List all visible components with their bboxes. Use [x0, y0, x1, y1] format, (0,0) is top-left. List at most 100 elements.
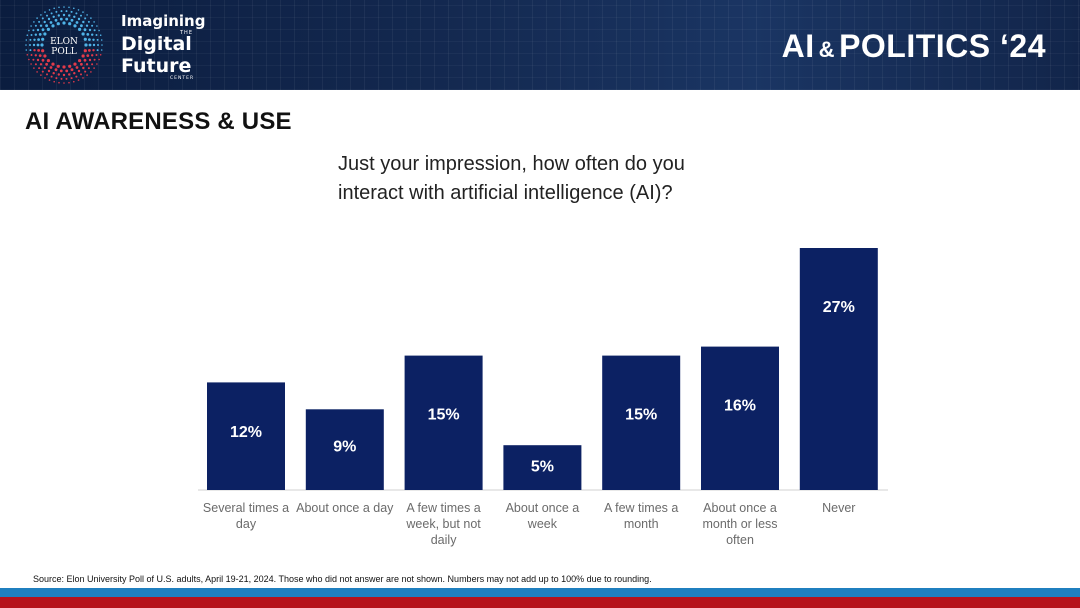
logo-dot [70, 10, 73, 13]
logo-dot [65, 17, 69, 21]
logo-dot [30, 54, 33, 56]
header-texture [0, 0, 1080, 90]
logo-dot [32, 58, 35, 61]
logo-dot [68, 81, 70, 84]
logo-dot [77, 69, 81, 73]
data-label: 16% [724, 398, 756, 415]
category-label: Several times a [203, 501, 289, 515]
logo-dot [84, 17, 87, 20]
logo-dot [83, 37, 87, 41]
bar [602, 355, 681, 490]
logo-dot [92, 38, 95, 41]
logo-dot [43, 32, 47, 36]
logo-dot [28, 29, 30, 32]
logo-dot [45, 62, 48, 66]
logo-dot [88, 49, 91, 52]
elon-poll-logo: ELON POLL [25, 6, 103, 84]
logo-dot [38, 67, 41, 70]
logo-dot [37, 49, 40, 52]
logo-dot [41, 17, 44, 20]
logo-dot [91, 24, 94, 27]
logo-dot [80, 24, 83, 28]
logo-dot [38, 20, 41, 23]
deck-title-amp: & [818, 37, 836, 62]
logo-dot [44, 77, 46, 79]
logo-dot [95, 54, 98, 56]
logo-dot [81, 32, 85, 36]
logo-dot [29, 49, 32, 52]
brand-imagining: Imagining [121, 12, 206, 30]
logo-dot [78, 59, 82, 63]
logo-dot [30, 63, 32, 65]
logo-dot [93, 29, 96, 32]
footer-stripe-blue [0, 588, 1080, 597]
logo-dot [87, 20, 90, 23]
logo-dot [33, 49, 36, 52]
logo-dot [33, 21, 35, 23]
logo-dot [91, 54, 94, 57]
logo-dot [39, 63, 43, 66]
data-label: 12% [230, 424, 262, 441]
logo-dot [99, 54, 102, 56]
logo-dot [55, 77, 58, 80]
logo-dot [53, 7, 55, 10]
logo-dot [54, 18, 58, 22]
logo-dot [36, 17, 38, 19]
logo-dot [33, 38, 36, 41]
category-label: daily [431, 533, 457, 547]
logo-text-elon: ELON [50, 37, 78, 47]
data-label: 27% [823, 299, 855, 316]
logo-dot [96, 63, 98, 65]
chart-title-line-2: interact with artificial intelligence (A… [338, 182, 673, 204]
logo-dot [62, 65, 66, 69]
logo-dot [96, 49, 99, 52]
logo-dot [96, 38, 99, 41]
logo-dot [33, 67, 35, 69]
bar [207, 382, 285, 490]
logo-dot [41, 28, 45, 32]
deck-title-ai: AI [781, 28, 815, 64]
logo-dot [81, 54, 85, 58]
logo-dot [88, 38, 91, 41]
bar [404, 355, 483, 490]
logo-dot [50, 12, 53, 15]
logo-dot [73, 80, 75, 83]
logo-dot [36, 58, 40, 62]
logo-dot [93, 21, 95, 23]
bar [701, 346, 779, 490]
category-label: day [236, 517, 257, 531]
logo-dot [48, 79, 51, 81]
logo-text-poll: POLL [51, 47, 76, 57]
logo-dot [93, 58, 96, 61]
logo-dot [40, 14, 42, 16]
logo-dot [65, 10, 68, 13]
logo-dot [77, 9, 80, 11]
logo-dot [44, 11, 46, 13]
category-label: About once a day [296, 501, 394, 515]
category-label: month or less [702, 517, 777, 531]
logo-dot [77, 17, 81, 21]
bar [799, 248, 878, 490]
logo-dot [83, 58, 87, 62]
logo-dot [95, 34, 98, 36]
logo-dot [34, 24, 37, 27]
logo-dot [25, 49, 28, 51]
logo-dot [32, 43, 36, 47]
logo-dot [100, 49, 103, 51]
logo-dot [25, 44, 27, 46]
logo-dot [41, 49, 45, 53]
logo-dot [43, 66, 46, 70]
logo-dot [28, 58, 30, 61]
chart-title-line-1: Just your impression, how often do you [338, 153, 685, 175]
logo-dot [26, 54, 29, 56]
logo-dot [49, 66, 53, 69]
category-label: About once a [703, 501, 777, 515]
logo-dot [41, 70, 44, 73]
logo-dot [37, 38, 40, 41]
logo-dot [88, 43, 92, 47]
logo-dot [52, 15, 55, 18]
logo-dot [77, 79, 80, 81]
logo-dot [40, 74, 42, 76]
logo-dot [51, 62, 55, 66]
logo-dot [70, 77, 73, 80]
